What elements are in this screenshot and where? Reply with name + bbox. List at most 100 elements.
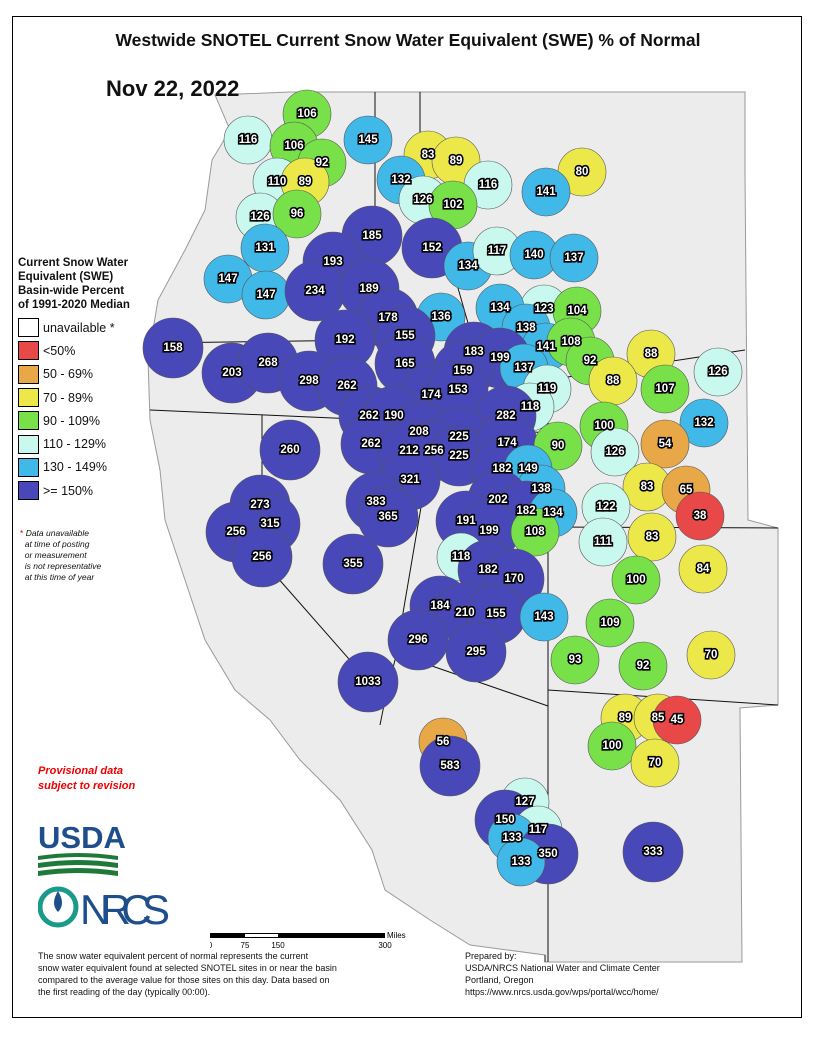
basin-area xyxy=(510,507,560,557)
basin-label: 184 xyxy=(430,600,450,612)
legend-item: 50 - 69% xyxy=(18,363,178,386)
basin-label: 118 xyxy=(452,551,471,563)
legend-heading-line: Basin-wide Percent xyxy=(18,285,125,297)
legend-item: >= 150% xyxy=(18,479,178,502)
nrcs-logo: NRCS xyxy=(38,886,170,932)
legend: Current Snow Water Equivalent (SWE) Basi… xyxy=(18,256,178,502)
basin-label: 106 xyxy=(297,108,316,120)
basin-label: 126 xyxy=(605,446,624,458)
basin-label: 298 xyxy=(299,375,319,387)
prepared-line: Prepared by: xyxy=(465,951,517,961)
basin-label: 92 xyxy=(316,157,329,169)
basin-label: 268 xyxy=(258,357,278,369)
basin-label: 70 xyxy=(649,757,662,769)
legend-label: >= 150% xyxy=(43,483,94,498)
basin-label: 183 xyxy=(464,346,483,358)
basin-label: 178 xyxy=(378,312,398,324)
basin-label: 117 xyxy=(488,245,507,257)
basin-label: 108 xyxy=(561,336,581,348)
basin-area xyxy=(640,419,690,469)
basin-label: 104 xyxy=(567,305,587,317)
basin-area xyxy=(142,317,204,379)
legend-item: <50% xyxy=(18,339,178,362)
basin-area xyxy=(675,491,725,541)
basin-label: 106 xyxy=(284,140,303,152)
basin-label: 117 xyxy=(529,824,548,836)
basin-label: 88 xyxy=(645,348,658,360)
scale-bar: 0 75 150 300 Miles xyxy=(210,931,406,950)
basin-label: 199 xyxy=(490,352,509,364)
basin-label: 65 xyxy=(680,484,693,496)
basin-area xyxy=(496,837,546,887)
basin-area xyxy=(337,651,399,713)
basin-label: 159 xyxy=(453,365,472,377)
basin-label: 137 xyxy=(514,362,533,374)
basin-label: 137 xyxy=(564,252,583,264)
basin-label: 133 xyxy=(502,832,521,844)
footnote-line: is not representative xyxy=(24,561,102,571)
basin-label: 202 xyxy=(488,494,507,506)
basin-label: 116 xyxy=(239,134,258,146)
basin-area xyxy=(519,592,569,642)
basin-area xyxy=(357,486,419,548)
basin-label: 140 xyxy=(524,249,543,261)
basin-label: 225 xyxy=(449,431,469,443)
basin-labels: 106 116 106 92 145 83 89 116 80 110 89 132 141 126 102… xyxy=(162,106,729,869)
basin-area xyxy=(521,167,571,217)
legend-swatch xyxy=(18,457,39,477)
legend-label: 70 - 89% xyxy=(43,390,94,405)
legend-swatch xyxy=(18,434,39,454)
provisional-note: Provisional data subject to revision xyxy=(38,764,135,794)
provisional-line: subject to revision xyxy=(38,780,136,792)
basin-label: 355 xyxy=(343,558,363,570)
legend-item: 130 - 149% xyxy=(18,456,178,479)
legend-label: 110 - 129% xyxy=(43,437,107,452)
basin-label: 111 xyxy=(594,536,613,548)
basin-label: 89 xyxy=(450,155,463,167)
legend-label: 90 - 109% xyxy=(43,413,100,428)
basin-area xyxy=(678,544,728,594)
legend-footnote: * Data unavailable at time of posting or… xyxy=(20,528,101,583)
legend-item: 110 - 129% xyxy=(18,432,178,455)
basin-label: 147 xyxy=(256,289,275,301)
basin-label: 83 xyxy=(641,481,654,493)
basin-area xyxy=(549,233,599,283)
basin-label: 84 xyxy=(697,563,710,575)
basin-label: 85 xyxy=(652,712,665,724)
basin-label: 192 xyxy=(335,334,354,346)
basin-label: 333 xyxy=(643,846,662,858)
basin-label: 190 xyxy=(384,410,403,422)
basin-label: 70 xyxy=(705,649,718,661)
basin-label: 143 xyxy=(534,611,553,623)
basin-label: 89 xyxy=(299,176,312,188)
legend-label: <50% xyxy=(43,343,76,358)
basin-label: 141 xyxy=(536,186,556,198)
basin-label: 126 xyxy=(413,194,432,206)
basin-label: 165 xyxy=(395,358,415,370)
basin-label: 100 xyxy=(626,574,645,586)
prepared-by: Prepared by: USDA/NRCS National Water an… xyxy=(465,950,660,998)
basin-area xyxy=(627,512,677,562)
provisional-line: Provisional data xyxy=(38,765,123,777)
basin-label: 122 xyxy=(596,501,615,513)
basin-label: 89 xyxy=(619,712,632,724)
basin-area xyxy=(445,621,507,683)
legend-label: 130 - 149% xyxy=(43,460,107,475)
basin-label: 131 xyxy=(255,242,275,254)
basin-area xyxy=(587,721,637,771)
basin-label: 123 xyxy=(534,303,553,315)
basin-area xyxy=(343,115,393,165)
description-line: compared to the average value for those … xyxy=(38,975,330,985)
basin-label: 282 xyxy=(496,410,515,422)
prepared-link[interactable]: https://www.nrcs.usda.gov/wps/portal/wcc… xyxy=(465,987,659,997)
basin-label: 185 xyxy=(362,230,382,242)
basin-label: 132 xyxy=(391,174,410,186)
basin-label: 107 xyxy=(655,383,674,395)
basin-label: 256 xyxy=(424,445,443,457)
basin-label: 138 xyxy=(516,322,536,334)
legend-swatch xyxy=(18,411,39,431)
basin-area xyxy=(231,526,293,588)
legend-swatch xyxy=(18,318,39,338)
basin-label: 100 xyxy=(594,420,613,432)
